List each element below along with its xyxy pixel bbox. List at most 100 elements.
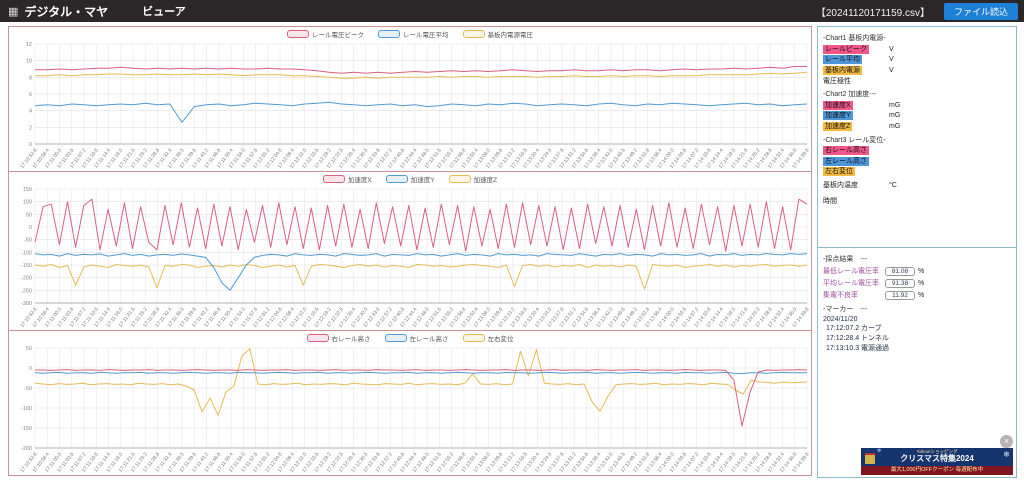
svg-text:50: 50 — [26, 212, 32, 218]
svg-text:2: 2 — [29, 125, 32, 131]
signal-panel: -Chart1 基板内電源- レールピーク V レール平均 V 基板内電源 V … — [817, 26, 1017, 248]
section-title-marker: -マーカー --- — [823, 306, 868, 313]
svg-text:-150: -150 — [21, 426, 32, 432]
signal-chip-accel-x: 加速度X — [823, 100, 853, 110]
signal-row: 右レール高さ — [823, 146, 1011, 157]
ad-close-button[interactable]: × — [1000, 435, 1013, 448]
file-load-button[interactable]: ファイル読込 — [943, 2, 1018, 20]
legend-label: レール電圧ピーク — [312, 31, 364, 39]
svg-text:-100: -100 — [21, 250, 32, 256]
legend-swatch-icon — [462, 29, 485, 38]
legend-item: 基板内電源電圧 — [462, 29, 534, 39]
marker-label: トンネル — [861, 335, 889, 342]
signal-row: 加速度Z mG — [823, 121, 1011, 132]
section-title-chart2: -Chart2 加速度--- — [823, 91, 877, 98]
signal-chip-accel-z: 加速度Z — [823, 121, 853, 131]
signal-row: 左右変位 — [823, 167, 1011, 178]
time-label: 時間 — [823, 197, 837, 205]
score-marker-panel: -採点結果 --- 最低レール電圧率 81.08 % 平均レール電圧率 91.3… — [817, 247, 1017, 478]
marker-time: 17:12:07.2 — [826, 325, 860, 332]
signal-row: 加速度X mG — [823, 100, 1011, 111]
svg-text:-300: -300 — [21, 301, 32, 307]
marker-time: 17:12:28.4 — [826, 335, 860, 342]
score-label-collection-failure: 集電不良率 — [823, 292, 858, 299]
legend-label: 加速度Y — [410, 176, 435, 184]
svg-text:-250: -250 — [21, 288, 32, 294]
legend-swatch-icon — [448, 174, 471, 183]
legend-label: レール電圧平均 — [403, 31, 449, 39]
chart1-legend: レール電圧ピーク レール電圧平均 基板内電源電圧 — [9, 27, 811, 40]
marker-label: 電源通過 — [861, 345, 890, 352]
legend-swatch-icon — [462, 333, 485, 342]
svg-text:10: 10 — [26, 59, 32, 65]
marker-date: 2024/11/20 — [823, 316, 858, 323]
ad-banner[interactable]: × Yahoo!ショッピング クリスマス特集2024 ❄ ❄ 最大1,000円O… — [861, 435, 1013, 475]
svg-text:150: 150 — [23, 187, 32, 193]
signal-chip-lr-displacement: 左右変位 — [823, 167, 855, 177]
section-title-score: -採点結果 --- — [823, 256, 868, 263]
marker-label: カーブ — [861, 325, 882, 332]
chart2-canvas: 17:10:52.817:10:56.417:11:00.017:11:03.6… — [19, 187, 810, 329]
svg-text:0: 0 — [29, 225, 32, 231]
series-line — [34, 348, 808, 416]
svg-text:12: 12 — [26, 42, 32, 48]
snowflake-icon: ❄ — [877, 448, 882, 454]
svg-text:50: 50 — [26, 346, 32, 352]
app-header: ▦ デジタル・マヤ ビューア 【20241120171159.csv】 ファイル… — [0, 0, 1024, 22]
legend-label: 基板内電源電圧 — [487, 31, 534, 39]
legend-item: レール電圧平均 — [378, 29, 449, 39]
signal-chip-board-power: 基板内電源 — [823, 65, 862, 75]
unit-label: % — [918, 279, 925, 287]
signal-chip-accel-y: 加速度Y — [823, 111, 853, 121]
series-line — [34, 101, 808, 123]
legend-swatch-icon — [378, 29, 400, 38]
signal-chip-left-rail: 左レール高さ — [823, 156, 869, 166]
signal-chip-rail-peak: レールピーク — [823, 44, 869, 54]
legend-label: 左右変位 — [487, 335, 514, 343]
app-icon: ▦ — [8, 5, 19, 18]
marker-item: 17:12:07.2 カーブ — [823, 324, 1011, 334]
signal-row: 時間 — [823, 196, 1011, 207]
legend-item: 加速度Y — [385, 174, 435, 184]
board-temp-unit: °C — [889, 181, 897, 189]
legend-item: 左レール高さ — [384, 333, 449, 343]
unit-label: mG — [889, 101, 901, 109]
legend-item: レール電圧ピーク — [287, 29, 364, 39]
svg-text:-200: -200 — [21, 446, 32, 452]
svg-text:-50: -50 — [24, 386, 32, 392]
snowflake-icon: ❄ — [1003, 450, 1010, 459]
signal-row: 電圧極性 — [823, 76, 1011, 87]
chart1-canvas: 17:10:52.817:10:56.417:11:00.017:11:03.6… — [19, 42, 810, 170]
svg-text:-100: -100 — [21, 406, 32, 412]
gift-icon — [865, 453, 875, 464]
score-value-min-voltage: 81.08 — [885, 266, 915, 276]
legend-swatch-icon — [385, 174, 408, 183]
series-line — [34, 253, 808, 291]
svg-text:4: 4 — [29, 109, 32, 115]
svg-text:-50: -50 — [24, 238, 32, 244]
signal-row: 基板内温度 °C — [823, 180, 1011, 191]
chart3-legend: 右レール高さ 左レール高さ 左右変位 — [9, 331, 811, 344]
signal-row: 左レール高さ — [823, 156, 1011, 167]
ad-main[interactable]: Yahoo!ショッピング クリスマス特集2024 ❄ ❄ — [861, 448, 1013, 466]
legend-label: 加速度X — [347, 176, 372, 184]
score-row: 最低レール電圧率 81.08 % — [823, 265, 1011, 277]
series-line — [34, 264, 808, 290]
series-line — [35, 71, 808, 79]
legend-label: 加速度Z — [473, 176, 498, 184]
charts-column: レール電圧ピーク レール電圧平均 基板内電源電圧 17:10:52.8 17:10:5… — [8, 26, 812, 476]
section-title-chart1: -Chart1 基板内電源- — [823, 35, 886, 42]
signal-row: 基板内電源 V — [823, 65, 1011, 76]
series-line — [35, 66, 807, 74]
score-label-min-voltage: 最低レール電圧率 — [823, 268, 879, 275]
ad-title: クリスマス特集2024 — [900, 454, 974, 463]
unit-label: V — [889, 66, 894, 74]
legend-swatch-icon — [306, 333, 329, 342]
legend-item: 左右変位 — [462, 333, 514, 343]
app-title: デジタル・マヤ — [24, 4, 109, 19]
marker-time: 17:13:10.3 — [826, 345, 860, 352]
ad-service-logo: Yahoo!ショッピング — [916, 449, 958, 454]
chart3-canvas: 17:10:52.817:10:56.417:11:00.017:11:03.6… — [19, 346, 810, 474]
svg-text:0: 0 — [29, 366, 32, 372]
series-line — [34, 371, 807, 375]
